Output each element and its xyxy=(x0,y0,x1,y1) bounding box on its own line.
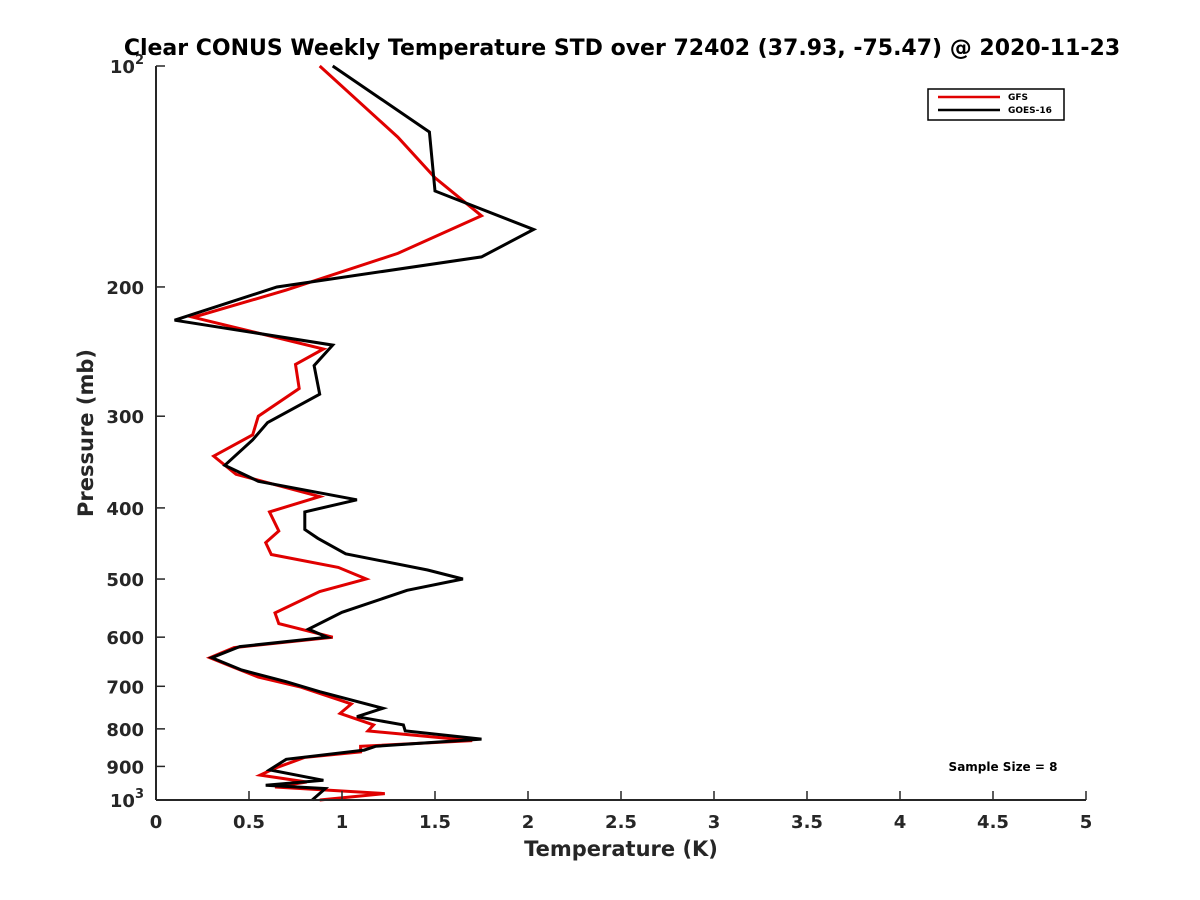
x-axis-label: Temperature (K) xyxy=(524,837,718,861)
y-tick-label: 900 xyxy=(106,757,144,778)
x-tick-label: 3 xyxy=(708,812,721,833)
y-tick-label: 300 xyxy=(106,407,144,428)
x-tick-label: 5 xyxy=(1080,812,1093,833)
y-tick-base: 10 xyxy=(110,791,135,812)
y-tick-label: 103 xyxy=(110,787,144,812)
y-tick-label: 500 xyxy=(106,570,144,591)
x-tick-label: 2 xyxy=(522,812,535,833)
x-tick-label: 1.5 xyxy=(419,812,451,833)
series-line-goes-16 xyxy=(174,64,538,802)
x-tick-label: 4.5 xyxy=(977,812,1009,833)
x-tick-label: 0.5 xyxy=(233,812,265,833)
x-tick-label: 1 xyxy=(336,812,349,833)
y-tick-label: 200 xyxy=(106,278,144,299)
legend-label-goes-16: GOES-16 xyxy=(1008,106,1052,116)
y-tick-label: 102 xyxy=(110,53,144,78)
x-tick-label: 2.5 xyxy=(605,812,637,833)
chart-title: Clear CONUS Weekly Temperature STD over … xyxy=(124,36,1120,61)
y-tick-label: 400 xyxy=(106,499,144,520)
plot-area: 0 0.5 1 1.5 2 2.5 3 3.5 4 4.5 5 102200300400500600… xyxy=(106,53,1092,833)
x-tick-label: 4 xyxy=(894,812,907,833)
legend-label-gfs: GFS xyxy=(1008,93,1028,103)
legend-box xyxy=(927,88,1065,121)
series-group xyxy=(174,64,538,802)
legend: GFS GOES-16 xyxy=(927,88,1065,121)
y-tick-label: 800 xyxy=(106,720,144,741)
x-tick-label: 3.5 xyxy=(791,812,823,833)
y-tick-label: 600 xyxy=(106,628,144,649)
x-ticks: 0 0.5 1 1.5 2 2.5 3 3.5 4 4.5 5 xyxy=(150,791,1093,833)
x-tick-label: 0 xyxy=(150,812,163,833)
y-tick-exponent: 2 xyxy=(135,53,144,68)
y-axis-label: Pressure (mb) xyxy=(74,349,98,517)
sample-size-annotation: Sample Size = 8 xyxy=(949,760,1058,774)
y-tick-label: 700 xyxy=(106,677,144,698)
y-tick-base: 10 xyxy=(110,57,135,78)
y-tick-exponent: 3 xyxy=(135,787,144,802)
